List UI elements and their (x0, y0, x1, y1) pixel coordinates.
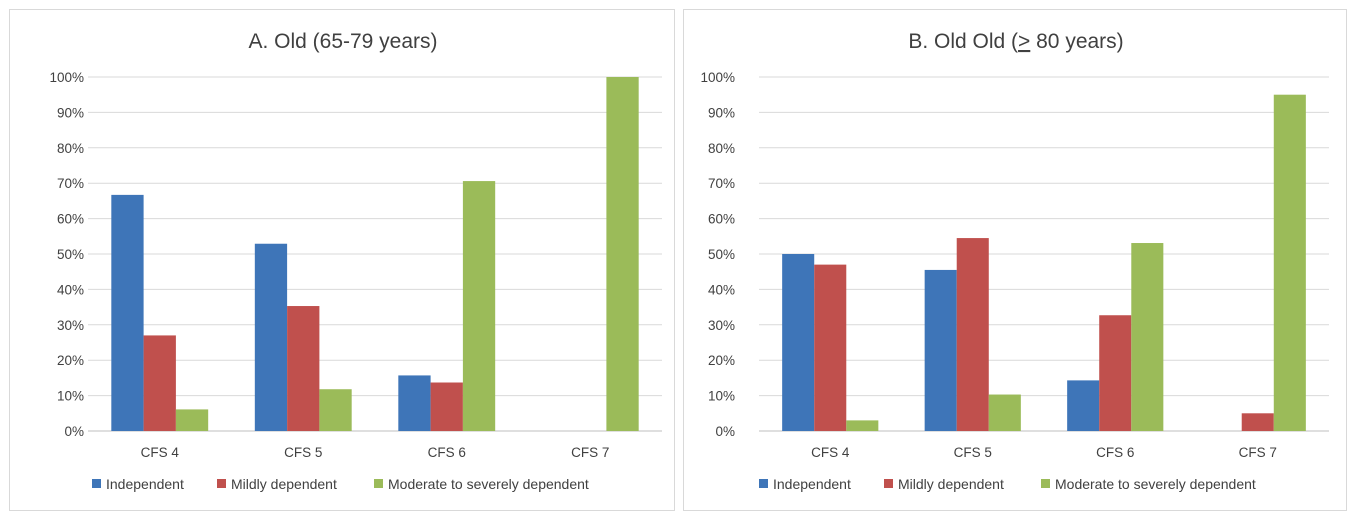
chart-b-legend-swatch (759, 479, 768, 488)
chart-b-x-tick-label: CFS 7 (1239, 445, 1277, 460)
chart-b-bar (1131, 243, 1164, 431)
chart-a-bar (398, 375, 431, 431)
chart-a-x-tick-label: CFS 5 (284, 445, 322, 460)
chart-a-x-tick-label: CFS 7 (571, 445, 609, 460)
chart-a-y-tick-label: 60% (57, 212, 84, 227)
chart-b-x-tick-label: CFS 5 (954, 445, 992, 460)
chart-b-bar (1241, 413, 1274, 431)
chart-b-bar (988, 394, 1021, 431)
chart-a-y-tick-label: 80% (57, 141, 84, 156)
chart-b-bar (1067, 380, 1100, 431)
chart-a-bar (287, 306, 320, 431)
chart-a-bar (462, 181, 496, 431)
chart-a-y-tick-label: 0% (64, 424, 84, 439)
chart-a-bar (143, 335, 176, 431)
chart-b-bar (956, 238, 989, 431)
chart-b-legend-label: Moderate to severely dependent (1055, 476, 1256, 492)
chart-a-bar (111, 194, 144, 431)
chart-a-x-tick-label: CFS 4 (141, 445, 180, 460)
chart-a-bar (606, 77, 639, 431)
chart-a-y-tick-label: 50% (57, 247, 84, 262)
chart-a-bar (430, 382, 463, 431)
chart-a-legend-swatch (217, 479, 226, 488)
chart-b-legend-label: Independent (773, 476, 851, 492)
chart-b-y-tick-label: 80% (708, 141, 735, 156)
chart-b-bar (846, 420, 879, 431)
chart-b-y-tick-label: 10% (708, 389, 735, 404)
chart-b-y-tick-label: 0% (715, 424, 735, 439)
chart-b-x-tick-label: CFS 6 (1096, 445, 1134, 460)
chart-a-y-tick-label: 100% (49, 70, 84, 85)
chart-a-y-tick-label: 90% (57, 105, 84, 120)
chart-panel-a: A. Old (65-79 years) 0% 10% 20% 30% 40% 50% 60… (9, 9, 675, 511)
chart-b-y-tick-label: 100% (700, 70, 735, 85)
chart-a-legend-label: Mildly dependent (231, 476, 337, 492)
chart-a-y-tick-label: 40% (57, 282, 84, 297)
chart-a-legend-label: Independent (106, 476, 184, 492)
chart-a-x-tick-label: CFS 6 (428, 445, 466, 460)
chart-a-y-tick-label: 20% (57, 353, 84, 368)
chart-panel-b: B. Old Old (> 80 years) 0% 10% 20% 30% 40% 50… (683, 9, 1347, 511)
chart-b-title: B. Old Old (> 80 years) (908, 30, 1123, 53)
chart-a-y-tick-label: 70% (57, 176, 84, 191)
chart-b-y-tick-label: 50% (708, 247, 735, 262)
chart-b-x-tick-label: CFS 4 (811, 445, 850, 460)
chart-b-y-tick-label: 20% (708, 353, 735, 368)
chart-b-legend-swatch (884, 479, 893, 488)
chart-b-bar (924, 269, 957, 431)
chart-a-bar (254, 243, 288, 431)
chart-b-y-tick-label: 40% (708, 282, 735, 297)
chart-a-svg: A. Old (65-79 years) 0% 10% 20% 30% 40% 50% 60… (49, 30, 662, 492)
chart-b-bar (782, 254, 815, 431)
chart-b-y-tick-label: 60% (708, 212, 735, 227)
chart-b-y-tick-label: 90% (708, 105, 735, 120)
chart-b-bar (814, 264, 847, 431)
chart-b-y-tick-label: 30% (708, 318, 735, 333)
chart-a-y-tick-label: 30% (57, 318, 84, 333)
chart-b-bar (1273, 94, 1306, 431)
chart-a-y-tick-label: 10% (57, 389, 84, 404)
chart-a-legend-swatch (92, 479, 101, 488)
chart-a-legend-swatch (374, 479, 383, 488)
chart-b-legend-swatch (1041, 479, 1050, 488)
chart-a-title: A. Old (65-79 years) (248, 30, 437, 53)
chart-b-bar (1099, 315, 1132, 431)
chart-b-legend-label: Mildly dependent (898, 476, 1004, 492)
chart-b-y-tick-label: 70% (708, 176, 735, 191)
chart-a-legend-label: Moderate to severely dependent (388, 476, 589, 492)
chart-b-svg: B. Old Old (> 80 years) 0% 10% 20% 30% 40% 50… (700, 30, 1329, 492)
chart-a-bar (319, 389, 352, 431)
chart-a-bar (175, 409, 209, 431)
